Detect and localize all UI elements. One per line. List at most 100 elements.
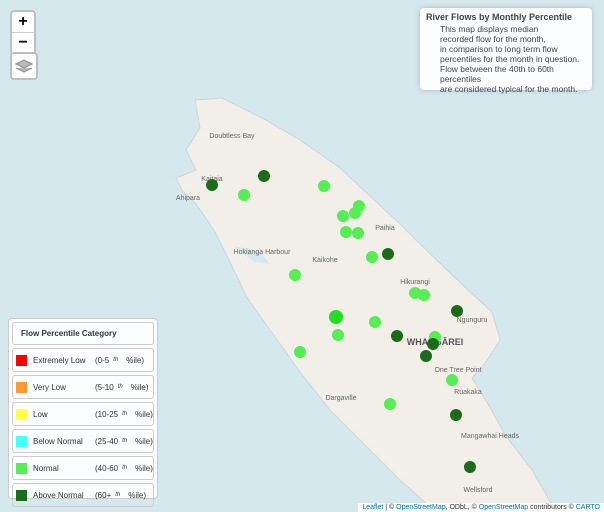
legend-sup: th	[117, 384, 123, 390]
text: contributors ©	[528, 504, 576, 511]
legend-range: %ile)	[135, 463, 153, 473]
info-title: River Flows by Monthly Percentile	[426, 12, 573, 22]
legend-item: Low (10-25 th %ile)	[12, 402, 154, 426]
link[interactable]: OpenStreetMap	[396, 504, 446, 511]
legend-swatch	[16, 462, 27, 474]
legend-item: Above Normal (60+ th %ile)	[12, 483, 154, 507]
place-label: Wellsford	[463, 487, 492, 494]
legend-sup: th	[122, 411, 128, 417]
stations	[206, 170, 476, 473]
station-marker[interactable]	[409, 287, 421, 299]
info-box: River Flows by Monthly Percentile This ma…	[420, 8, 592, 94]
station-marker[interactable]	[294, 346, 306, 358]
legend-range: (40-60	[95, 463, 119, 473]
legend-label: Below Normal	[33, 436, 83, 446]
station-marker[interactable]	[332, 329, 344, 341]
info-line: percentiles for the month in question.	[440, 54, 580, 64]
layers-icon	[14, 59, 34, 73]
land	[175, 97, 557, 512]
station-marker[interactable]	[329, 310, 343, 324]
station-marker[interactable]	[366, 251, 378, 263]
place-label: Ruakaka	[454, 389, 482, 396]
station-marker[interactable]	[446, 374, 458, 386]
zoom-in[interactable]: +	[12, 12, 34, 33]
place-label: Ngunguru	[457, 317, 488, 324]
station-marker[interactable]	[464, 461, 476, 473]
legend-range: %ile)	[126, 355, 145, 365]
info-line: are considered typical for the month.	[440, 84, 578, 94]
place-label: Dargaville	[325, 395, 356, 402]
legend-label: Very Low	[33, 382, 66, 392]
station-marker[interactable]	[391, 330, 403, 342]
legend-range: (0-5	[95, 355, 110, 365]
above-normal-markers	[206, 170, 476, 473]
place-label: Hikurangi	[400, 279, 430, 286]
attribution: Leaflet | © OpenStreetMap, ODbL, © OpenS…	[358, 503, 604, 512]
link[interactable]: Leaflet	[362, 504, 384, 511]
legend-swatch	[16, 435, 27, 447]
station-marker[interactable]	[258, 170, 270, 182]
station-marker[interactable]	[352, 227, 364, 239]
place-label: Ahipara	[176, 195, 200, 202]
normal-markers	[238, 180, 458, 410]
station-marker[interactable]	[337, 210, 349, 222]
place-label: Hokianga Harbour	[234, 249, 291, 256]
layers-control[interactable]	[10, 52, 38, 80]
legend-label: Normal	[33, 463, 59, 473]
station-marker[interactable]	[451, 305, 463, 317]
legend-swatch	[16, 408, 27, 420]
place-label: Doubtless Bay	[209, 133, 255, 140]
link[interactable]: CARTO	[575, 504, 600, 511]
legend-item: Normal (40-60 th %ile)	[12, 456, 154, 480]
station-marker[interactable]	[450, 409, 462, 421]
zoom-out[interactable]: −	[18, 34, 28, 51]
legend-item: Very Low (5-10 th %ile)	[12, 375, 154, 399]
legend-sup: th	[122, 438, 128, 444]
legend-swatch	[16, 381, 27, 393]
legend-range: (5-10	[95, 382, 114, 392]
station-marker[interactable]	[318, 180, 330, 192]
info-line: in comparison to long term flow	[440, 44, 558, 54]
legend-sup: th	[115, 492, 121, 498]
legend-item: Below Normal (25-40 th %ile)	[12, 429, 154, 453]
station-marker[interactable]	[427, 338, 439, 350]
legend: Flow Percentile Category Extremely Low (0-…	[8, 318, 158, 507]
info-line: This map displays median	[440, 24, 539, 34]
legend-range: %ile)	[135, 409, 153, 419]
station-marker[interactable]	[289, 269, 301, 281]
legend-swatch	[16, 489, 27, 501]
station-marker[interactable]	[238, 189, 250, 201]
legend-label: Extremely Low	[33, 355, 86, 365]
zoom-control: + −	[10, 10, 36, 55]
place-label: One Tree Point	[434, 367, 481, 374]
legend-label: Low	[33, 409, 48, 419]
place-label: Mangawhai Heads	[461, 433, 519, 440]
place-label: Paihia	[375, 225, 395, 232]
station-marker[interactable]	[369, 316, 381, 328]
station-marker[interactable]	[206, 179, 218, 191]
legend-range: (25-40	[95, 436, 119, 446]
legend-sup: th	[122, 465, 128, 471]
legend-swatch	[16, 354, 27, 366]
legend-range: (60+	[95, 490, 112, 500]
text: , ODbL, ©	[445, 504, 479, 511]
legend-title: Flow Percentile Category	[12, 322, 154, 345]
legend-range: %ile)	[135, 436, 153, 446]
harbour	[234, 246, 270, 264]
text: | ©	[383, 504, 397, 511]
link[interactable]: OpenStreetMap	[478, 504, 529, 511]
place-label: Kaikohe	[312, 257, 337, 264]
station-marker[interactable]	[340, 226, 352, 238]
station-marker[interactable]	[418, 289, 430, 301]
station-marker[interactable]	[349, 207, 361, 219]
station-marker[interactable]	[384, 398, 396, 410]
info-line: Flow between the 40th to 60th percentile…	[440, 64, 554, 84]
legend-sup: th	[113, 357, 119, 363]
station-marker[interactable]	[420, 350, 432, 362]
legend-label: Above Normal	[33, 490, 84, 500]
legend-range: %ile)	[128, 490, 147, 500]
station-marker[interactable]	[382, 248, 394, 260]
legend-range: %ile)	[130, 382, 149, 392]
